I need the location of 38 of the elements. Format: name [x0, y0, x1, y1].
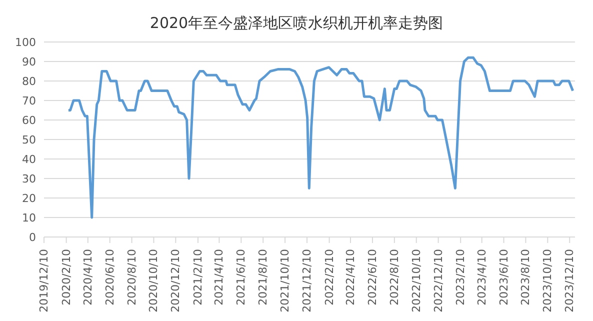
line-series	[67, 56, 574, 219]
x-tick-label: 2023/10/10	[541, 249, 554, 312]
y-tick-label: 60	[22, 114, 36, 127]
x-tick-label: 2023/12/10	[563, 249, 576, 312]
x-tick-label: 2020/10/10	[147, 249, 160, 312]
x-tick-label: 2019/12/10	[38, 249, 50, 312]
y-tick-label: 50	[22, 133, 36, 146]
y-tick-label: 10	[22, 211, 36, 224]
x-tick-label: 2022/10/10	[410, 249, 423, 312]
x-tick-label: 2020/8/10	[125, 249, 138, 306]
x-tick-label: 2020/4/10	[81, 249, 94, 306]
x-tick-label: 2022/4/10	[344, 249, 358, 306]
x-tick-label: 2021/12/10	[300, 249, 314, 312]
y-tick-label: 80	[22, 74, 36, 88]
y-tick-label: 70	[22, 94, 36, 108]
x-tick-label: 2020/12/10	[169, 249, 182, 312]
x-tick-label: 2020/2/10	[60, 249, 73, 306]
x-tick-label: 2023/6/10	[497, 249, 510, 306]
x-tick-label: 2021/10/10	[278, 249, 292, 312]
x-tick-label: 2021/2/10	[191, 249, 204, 306]
x-tick-label: 2022/8/10	[388, 249, 401, 306]
x-tick-label: 2020/6/10	[103, 249, 116, 306]
y-tick-label: 100	[15, 36, 36, 49]
x-tick-label: 2022/12/10	[432, 249, 445, 312]
x-tick-label: 2021/6/10	[234, 249, 248, 306]
x-tick-label: 2021/8/10	[256, 249, 270, 306]
x-tick-label: 2023/8/10	[519, 249, 532, 306]
y-tick-label: 30	[22, 172, 36, 186]
y-tick-label: 20	[22, 192, 36, 205]
y-tick-label: 90	[22, 55, 36, 68]
x-tick-label: 2022/2/10	[322, 249, 336, 306]
chart-title: 2020年至今盛泽地区喷水织机开机率走势图	[150, 14, 444, 32]
x-tick-label: 2021/4/10	[212, 249, 226, 306]
x-tick-label: 2022/6/10	[366, 249, 379, 306]
y-tick-label: 0	[29, 230, 36, 244]
y-tick-label: 40	[22, 152, 36, 166]
x-tick-label: 2023/4/10	[475, 249, 488, 306]
x-tick-label: 2023/2/10	[454, 249, 468, 306]
